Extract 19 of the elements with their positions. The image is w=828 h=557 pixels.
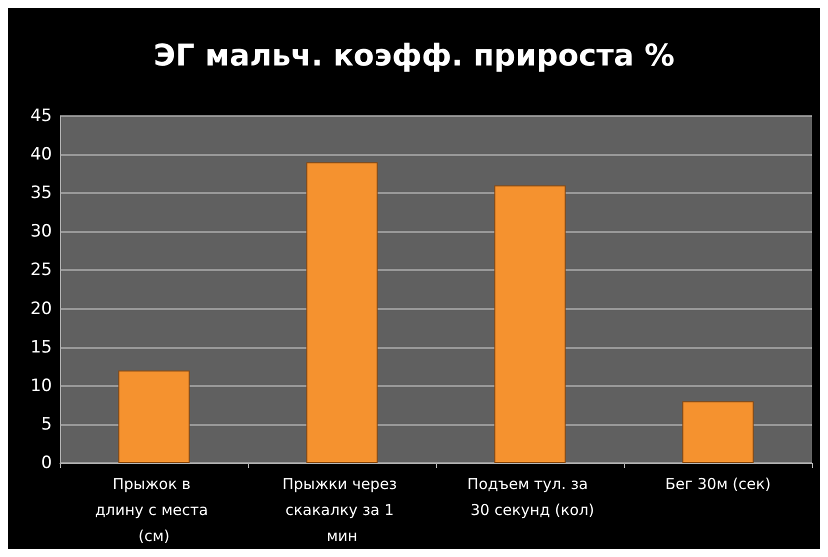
y-tick-label: 0: [41, 453, 52, 473]
y-tick-label: 45: [30, 106, 52, 126]
bar: [306, 162, 378, 463]
bar: [682, 401, 754, 463]
chart-title: ЭГ мальч. коэфф. прироста %: [153, 38, 675, 74]
y-tick-label: 40: [30, 144, 52, 165]
x-tick-label: Прыжок в длину с места (см): [95, 475, 213, 545]
y-tick-label: 20: [30, 298, 52, 319]
x-tick-label: Подъем тул. за 30 секунд (кол): [466, 475, 594, 519]
bar: [494, 185, 566, 463]
y-tick-label: 15: [30, 337, 52, 358]
x-tick-label: Бег 30м (сек): [665, 475, 771, 493]
x-tick-label: Прыжки через скакалку за 1 мин: [282, 475, 402, 545]
y-tick-label: 30: [30, 222, 52, 242]
y-tick-label: 5: [41, 414, 52, 434]
bar: [118, 370, 190, 463]
y-tick-label: 10: [30, 376, 52, 396]
y-tick-label: 35: [30, 183, 52, 204]
y-tick-label: 25: [30, 260, 52, 280]
